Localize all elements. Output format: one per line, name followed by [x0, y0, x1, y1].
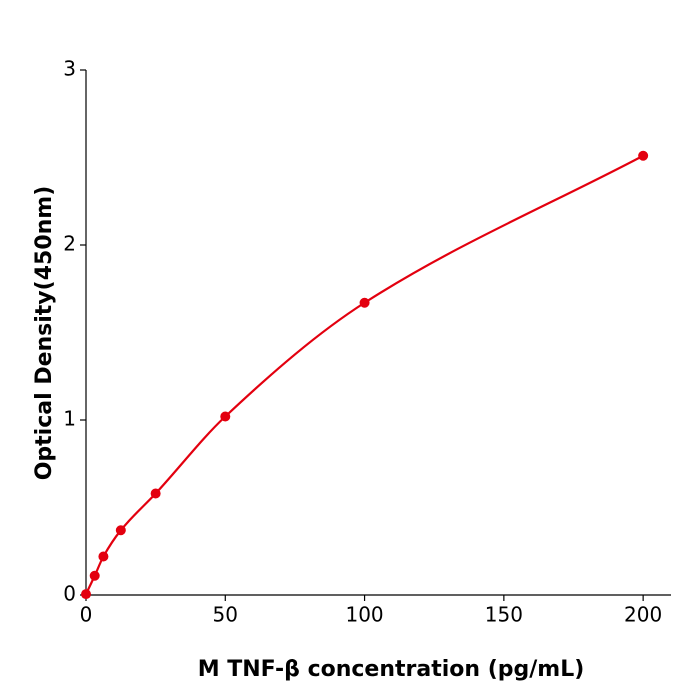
data-point — [89, 570, 100, 581]
data-point — [220, 411, 231, 422]
y-tick-label: 3 — [63, 57, 76, 81]
x-axis-label: M TNF-β concentration (pg/mL) — [198, 657, 585, 682]
y-tick-label: 2 — [63, 232, 76, 256]
data-point — [638, 150, 649, 161]
x-tick-label: 100 — [345, 603, 383, 627]
x-tick-label: 50 — [213, 603, 238, 627]
x-tick-label: 150 — [485, 603, 523, 627]
data-point — [98, 551, 109, 562]
x-tick-label: 0 — [80, 603, 93, 627]
data-point — [359, 297, 370, 308]
y-axis-label: Optical Density(450nm) — [32, 186, 57, 481]
y-tick-label: 1 — [63, 407, 76, 431]
data-point — [115, 525, 126, 536]
data-point — [81, 589, 91, 600]
data-point — [150, 488, 161, 499]
y-tick-label: 0 — [63, 582, 76, 606]
fit-curve — [85, 154, 644, 595]
x-tick-label: 200 — [624, 603, 662, 627]
